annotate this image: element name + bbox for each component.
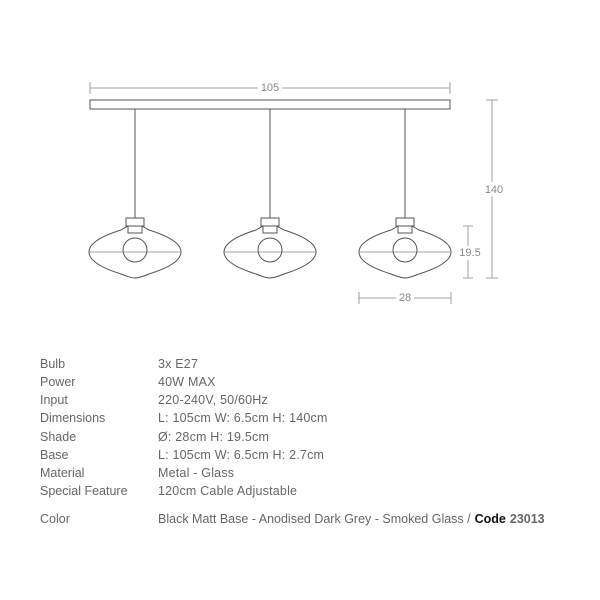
spec-row: Base L: 105cm W: 6.5cm H: 2.7cm: [40, 446, 560, 464]
spec-row: Dimensions L: 105cm W: 6.5cm H: 140cm: [40, 409, 560, 427]
pendant-3: [359, 109, 451, 278]
spec-value: Ø: 28cm H: 19.5cm: [158, 428, 269, 446]
color-code-row: Color Black Matt Base - Anodised Dark Gr…: [40, 510, 560, 528]
spec-label: Bulb: [40, 355, 158, 373]
dim-right-height: 140: [482, 100, 508, 278]
spec-value: L: 105cm W: 6.5cm H: 140cm: [158, 409, 328, 427]
color-label: Color: [40, 510, 158, 528]
dim-shade-height-label: 19.5: [459, 247, 480, 259]
spec-value: 220-240V, 50/60Hz: [158, 391, 268, 409]
spec-label: Input: [40, 391, 158, 409]
spec-table: Bulb 3x E27 Power 40W MAX Input 220-240V…: [40, 355, 560, 528]
dim-shade-height: 19.5: [458, 226, 484, 278]
spec-row: Bulb 3x E27: [40, 355, 560, 373]
spec-label: Power: [40, 373, 158, 391]
spec-label: Shade: [40, 428, 158, 446]
dim-right-height-label: 140: [485, 184, 503, 196]
code-value: 23013: [510, 510, 545, 528]
spec-row: Power 40W MAX: [40, 373, 560, 391]
dim-shade-width: 28: [359, 290, 451, 304]
spec-value: L: 105cm W: 6.5cm H: 2.7cm: [158, 446, 324, 464]
spec-value: 3x E27: [158, 355, 198, 373]
code-label: Code: [475, 510, 506, 528]
pendant-1: [89, 109, 181, 278]
spec-row: Material Metal - Glass: [40, 464, 560, 482]
dim-shade-width-label: 28: [399, 292, 411, 304]
spec-row: Special Feature 120cm Cable Adjustable: [40, 482, 560, 500]
spec-value: 40W MAX: [158, 373, 216, 391]
dim-top-width-label: 105: [261, 82, 279, 94]
spec-value: 120cm Cable Adjustable: [158, 482, 297, 500]
pendant-light-svg: 105 140 19.5 28: [70, 70, 530, 320]
technical-diagram: 105 140 19.5 28: [70, 70, 530, 320]
spec-label: Special Feature: [40, 482, 158, 500]
spec-label: Material: [40, 464, 158, 482]
spec-row: Input 220-240V, 50/60Hz: [40, 391, 560, 409]
ceiling-bar: [90, 100, 450, 109]
color-value: Black Matt Base - Anodised Dark Grey - S…: [158, 510, 471, 528]
spec-label: Base: [40, 446, 158, 464]
spec-label: Dimensions: [40, 409, 158, 427]
pendant-2: [224, 109, 316, 278]
dim-top-width: 105: [90, 80, 450, 94]
spec-value: Metal - Glass: [158, 464, 234, 482]
spec-row: Shade Ø: 28cm H: 19.5cm: [40, 428, 560, 446]
